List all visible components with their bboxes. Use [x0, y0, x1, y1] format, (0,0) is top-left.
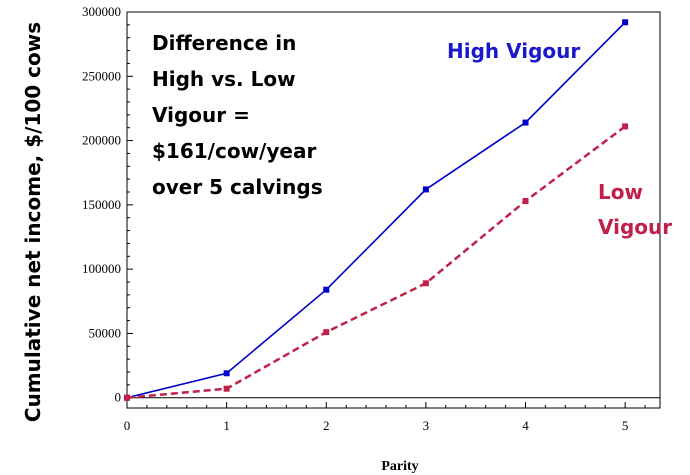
y-tick-label: 150000: [82, 197, 121, 212]
y-tick-label: 100000: [82, 261, 121, 276]
data-point: [522, 119, 529, 126]
x-tick-label: 2: [323, 418, 330, 433]
x-tick-label: 5: [622, 418, 629, 433]
series-line-low-vigour: [126, 125, 626, 399]
series-line-high-vigour: [126, 21, 626, 399]
data-point: [323, 286, 330, 293]
x-tick-label: 1: [223, 418, 230, 433]
difference-line-2: High vs. Low: [152, 67, 296, 91]
difference-line-3: Vigour =: [152, 103, 250, 127]
ticks: 0 50000 100000 150000 200000 250000 300000 0 1 2 3…: [82, 4, 646, 433]
data-point: [622, 19, 629, 26]
plot-frame: [126, 11, 661, 409]
difference-annotation: Difference in High vs. Low Vigour = $161…: [152, 31, 323, 199]
data-point: [422, 280, 429, 287]
x-tick-label: 4: [522, 418, 529, 433]
high-vigour-label: High Vigour: [447, 39, 580, 63]
y-tick-label: 50000: [89, 325, 122, 340]
data-point: [223, 370, 230, 377]
data-point: [124, 394, 130, 401]
low-vigour-label-line-1: Low: [598, 180, 643, 204]
data-point: [323, 329, 330, 336]
x-tick-label: 0: [124, 418, 131, 433]
axes: [126, 11, 661, 409]
difference-line-1: Difference in: [152, 31, 296, 55]
x-tick-label: 3: [423, 418, 430, 433]
y-tick-label: 300000: [82, 4, 121, 19]
difference-line-5: over 5 calvings: [152, 175, 323, 199]
y-tick-label: 200000: [82, 133, 121, 148]
y-tick-label: 0: [115, 390, 122, 405]
x-axis-title: Parity: [381, 459, 418, 474]
y-tick-label: 250000: [82, 68, 121, 83]
low-vigour-label: Low Vigour: [598, 180, 672, 239]
data-point: [422, 186, 429, 193]
data-point: [622, 123, 629, 130]
low-vigour-label-line-2: Vigour: [598, 215, 672, 239]
series: [124, 19, 629, 401]
data-point: [522, 198, 529, 204]
difference-line-4: $161/cow/year: [152, 139, 316, 163]
y-axis-title: Cumulative net income, $/100 cows: [21, 22, 45, 422]
data-point: [223, 385, 230, 392]
